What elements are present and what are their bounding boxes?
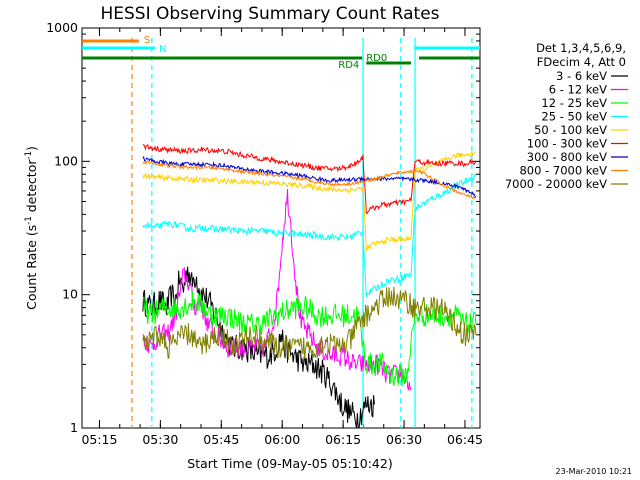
series-line-4 — [142, 149, 477, 252]
status-bar-label: RD0 — [366, 53, 387, 64]
legend-entry-label: 12 - 25 keV — [541, 96, 607, 110]
x-axis-label: Start Time (09-May-05 05:10:42) — [187, 456, 392, 471]
y-axis-label-sup2: -1 — [24, 151, 34, 159]
series-line-7 — [142, 159, 477, 200]
x-tick-label: 05:30 — [142, 432, 178, 447]
axis-ticks: 05:15 05:30 05:45 06:00 06:15 06:30 06:45 1 10 10… — [46, 20, 483, 447]
x-tick-label: 06:45 — [447, 432, 483, 447]
legend-header-line-2: FDecim 4, Att 0 — [537, 55, 626, 69]
series-line-3 — [142, 173, 477, 298]
series-line-6 — [142, 155, 477, 199]
status-bar-label: N — [159, 44, 166, 55]
series-group — [142, 143, 477, 429]
footer-date: 23-Mar-2010 10:21 — [556, 467, 633, 476]
legend-header-line-1: Det 1,3,4,5,6,9, — [536, 41, 626, 55]
y-axis-label-part2: detector — [24, 159, 39, 217]
y-axis-label-sup1: -1 — [24, 216, 34, 224]
y-axis-label: Count Rate (s-1 detector-1) — [24, 146, 39, 310]
status-bars: SN RD0 RD4 — [82, 35, 480, 71]
status-bar-label: RD4 — [338, 60, 359, 71]
y-axis-label-part3: ) — [24, 146, 39, 151]
series-line-1 — [142, 189, 412, 392]
plot-frame — [81, 27, 481, 429]
legend-entry-label: 6 - 12 keV — [549, 83, 607, 97]
y-tick-label: 1 — [70, 420, 78, 435]
x-tick-label: 06:00 — [264, 432, 300, 447]
series-line-5 — [142, 143, 477, 215]
legend-entry-label: 800 - 7000 keV — [519, 164, 607, 178]
x-tick-label: 05:45 — [203, 432, 239, 447]
y-tick-label: 100 — [54, 153, 78, 168]
status-bar-label: S — [144, 35, 150, 46]
legend: Det 1,3,4,5,6,9, FDecim 4, Att 0 3 - 6 k… — [505, 41, 628, 191]
legend-entry-label: 7000 - 20000 keV — [505, 177, 607, 191]
legend-entry-label: 100 - 300 keV — [527, 137, 607, 151]
legend-entry-label: 50 - 100 keV — [534, 123, 607, 137]
series-line-8 — [142, 286, 477, 360]
y-axis-label-part1: Count Rate (s — [24, 225, 39, 310]
legend-entry-label: 25 - 50 keV — [541, 110, 607, 124]
x-tick-label: 05:15 — [81, 432, 117, 447]
x-tick-label: 06:30 — [386, 432, 422, 447]
legend-entry-label: 300 - 800 keV — [527, 150, 607, 164]
event-lines — [131, 38, 473, 428]
x-tick-label: 06:15 — [325, 432, 361, 447]
legend-entry-label: 3 - 6 keV — [556, 69, 607, 83]
y-tick-label: 10 — [62, 287, 78, 302]
y-tick-label: 1000 — [46, 20, 78, 35]
chart-title: HESSI Observing Summary Count Rates — [100, 4, 439, 24]
